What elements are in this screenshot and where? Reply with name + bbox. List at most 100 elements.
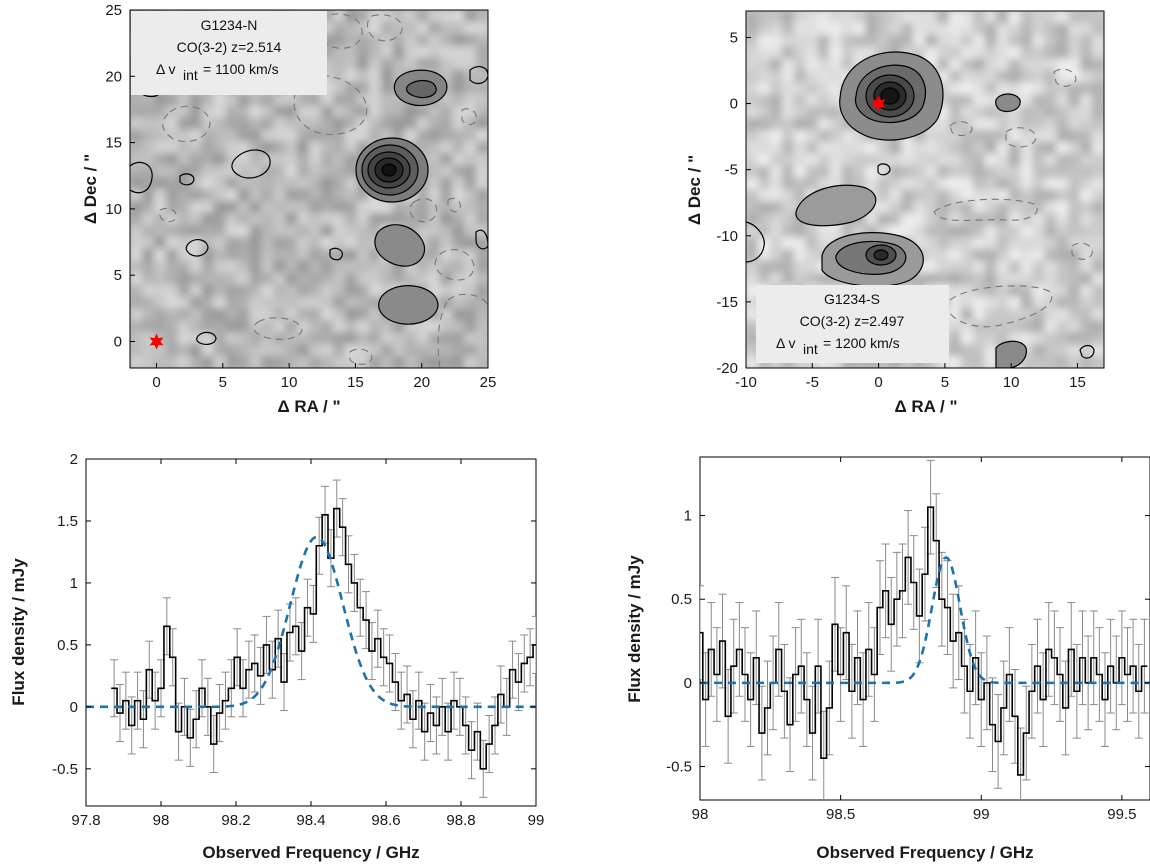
spec-n-step-spectrum	[111, 507, 536, 770]
map-texture-cell	[237, 200, 250, 214]
map-texture-cell	[817, 225, 831, 238]
map-texture-cell	[972, 82, 986, 95]
map-texture-cell	[865, 165, 878, 179]
map-n-contour-blob	[179, 173, 195, 186]
map-texture-cell	[273, 200, 286, 214]
map-texture-cell	[476, 296, 488, 309]
map-n-label-box	[131, 11, 327, 95]
map-texture-cell	[901, 141, 914, 155]
map-texture-cell	[996, 189, 1010, 202]
map-texture-cell	[1092, 201, 1104, 214]
map-texture-cell	[746, 46, 759, 60]
map-texture-cell	[428, 344, 441, 357]
map-n-axes: 0 5 10 15 20 25 0 5 10 15 20 25	[105, 2, 496, 391]
spec-n-xtick-label: 98.4	[296, 812, 325, 829]
map-texture-cell	[440, 105, 453, 118]
map-texture-cell	[972, 237, 986, 250]
spec-n-xtick-label: 98.8	[446, 812, 475, 829]
map-texture-cell	[805, 11, 819, 24]
map-texture-cell	[344, 69, 358, 83]
map-texture-cell	[356, 236, 370, 250]
map-texture-cell	[189, 165, 203, 178]
map-texture-cell	[201, 129, 215, 142]
map-texture-cell	[165, 129, 179, 142]
map-texture-cell	[332, 21, 346, 35]
map-s-ylabel: Δ Dec / "	[685, 155, 704, 225]
map-texture-cell	[996, 141, 1010, 155]
map-texture-cell	[984, 177, 998, 191]
map-texture-cell	[368, 81, 382, 95]
map-texture-cell	[1032, 118, 1045, 131]
map-texture-cell	[781, 141, 795, 155]
map-texture-cell	[309, 320, 322, 333]
map-texture-cell	[936, 11, 950, 24]
map-texture-cell	[165, 93, 179, 107]
map-texture-cell	[948, 284, 962, 298]
map-texture-cell	[344, 308, 358, 321]
map-texture-cell	[746, 225, 759, 238]
map-texture-cell	[1092, 284, 1104, 298]
map-texture-cell	[877, 153, 890, 167]
map-texture-cell	[1092, 225, 1104, 238]
map-texture-cell	[249, 105, 262, 118]
map-texture-cell	[404, 10, 417, 23]
map-texture-cell	[213, 105, 227, 118]
map-texture-cell	[237, 356, 250, 368]
map-texture-cell	[309, 189, 322, 202]
map-texture-cell	[925, 165, 938, 179]
map-texture-cell	[925, 237, 938, 250]
map-texture-cell	[948, 272, 962, 286]
map-n-neg-contour	[437, 293, 488, 368]
map-texture-cell	[332, 308, 346, 321]
map-texture-cell	[769, 22, 783, 36]
map-texture-cell	[865, 22, 878, 36]
map-texture-cell	[297, 212, 310, 226]
map-texture-cell	[213, 332, 227, 345]
map-texture-cell	[936, 189, 950, 202]
map-texture-cell	[948, 82, 962, 95]
map-texture-cell	[249, 93, 262, 107]
map-texture-cell	[972, 225, 986, 238]
map-texture-cell	[344, 45, 358, 59]
map-texture-cell	[972, 118, 986, 131]
map-texture-cell	[996, 284, 1010, 298]
map-texture-cell	[1008, 249, 1022, 262]
map-texture-cell	[829, 130, 843, 143]
map-texture-cell	[309, 105, 322, 118]
map-texture-cell	[1080, 70, 1093, 83]
map-texture-cell	[1032, 153, 1045, 167]
map-texture-cell	[130, 200, 143, 214]
map-texture-cell	[1056, 177, 1069, 191]
map-texture-cell	[769, 237, 783, 250]
map-texture-cell	[189, 344, 203, 357]
map-s-neg-contour	[1071, 242, 1093, 260]
map-texture-cell	[309, 296, 322, 309]
map-texture-cell	[1008, 46, 1022, 60]
map-texture-cell	[249, 284, 262, 297]
map-texture-cell	[1080, 332, 1093, 345]
map-texture-cell	[476, 200, 488, 214]
map-texture-cell	[913, 34, 926, 48]
map-texture-cell	[177, 272, 191, 286]
map-texture-cell	[249, 117, 262, 130]
map-texture-cell	[130, 260, 143, 274]
map-texture-cell	[344, 260, 358, 274]
map-texture-cell	[201, 189, 215, 202]
map-texture-cell	[1044, 320, 1057, 333]
map-texture-cell	[1008, 82, 1022, 95]
map-texture-cell	[404, 45, 417, 59]
map-texture-cell	[416, 21, 429, 35]
map-texture-cell	[817, 11, 831, 24]
map-texture-cell	[320, 105, 334, 118]
map-texture-cell	[130, 141, 143, 154]
map-texture-cell	[781, 165, 795, 179]
map-texture-cell	[1056, 141, 1069, 155]
map-texture-cell	[273, 332, 286, 345]
map-texture-cell	[165, 212, 179, 226]
map-texture-cell	[1092, 213, 1104, 226]
map-texture-cell	[972, 249, 986, 262]
map-texture-cell	[225, 356, 238, 368]
map-texture-cell	[130, 356, 143, 368]
map-texture-cell	[769, 165, 783, 179]
map-texture-cell	[1056, 296, 1069, 310]
